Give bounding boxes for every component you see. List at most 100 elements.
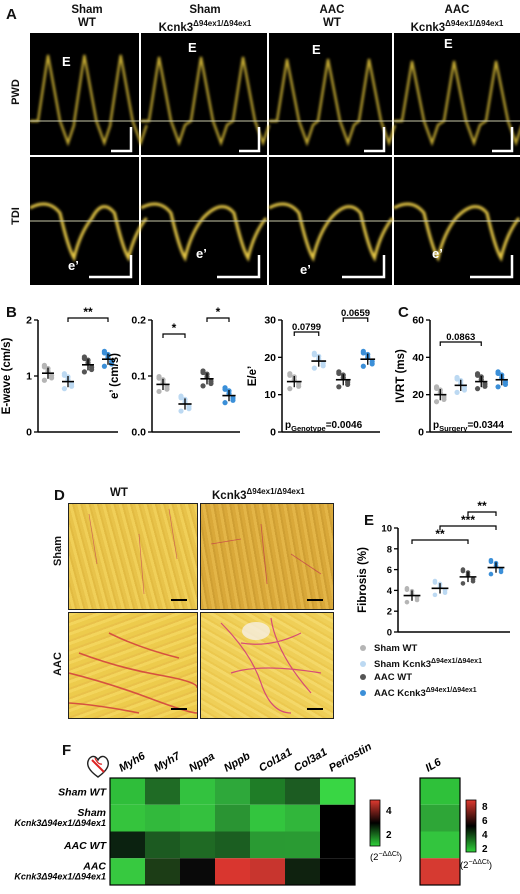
panel-e-letter: E (364, 512, 375, 529)
pwd-trace (394, 60, 520, 147)
scale-tick-label: 2 (482, 844, 488, 855)
heatmap-cell (145, 804, 180, 832)
panel-b-letter: B (6, 304, 17, 321)
panel-a-header-1: Sham WT (71, 4, 103, 29)
histology-aac-ko (200, 612, 334, 719)
y-tick-label: 0 (270, 427, 276, 439)
gene-label: Col3a1 (292, 746, 329, 774)
y-tick-label: 1 (26, 371, 32, 383)
y-axis-label: e’ (cm/s) (109, 353, 121, 399)
data-point (474, 386, 481, 392)
histology-sham-wt (68, 503, 198, 610)
significance-label: * (172, 321, 177, 335)
data-point (360, 363, 366, 369)
significance-bracket (162, 333, 186, 338)
significance-label: *** (461, 513, 475, 527)
tdi-e-marker-4: e’ (432, 246, 443, 261)
heatmap-cell (420, 858, 460, 885)
tdi-trace (268, 202, 394, 262)
data-point (101, 350, 107, 356)
histology-col-wt: WT (110, 487, 128, 499)
panel-a-header-4: AAC Kcnk3Δ94ex1/Δ94ex1 (410, 4, 504, 34)
data-point (178, 408, 184, 414)
legend-label: Sham WT (374, 643, 418, 654)
heatmap-cell (320, 778, 355, 805)
histology-aac-wt (68, 612, 198, 719)
heatmap-cell (420, 804, 460, 832)
data-point (414, 597, 420, 603)
y-tick-label: 40 (412, 352, 424, 364)
data-point (186, 406, 192, 412)
data-point (488, 571, 494, 577)
legend-item: Sham WT (360, 642, 482, 655)
legend-label: AAC WT (374, 672, 412, 684)
significance-bracket (342, 317, 369, 322)
y-tick-label: 30 (264, 315, 276, 327)
row-label-tdi: TDI (10, 207, 22, 225)
pwd-trace (141, 56, 271, 147)
data-point (442, 590, 448, 595)
data-point (81, 355, 87, 362)
data-point (41, 364, 48, 370)
gene-label: Col1a1 (257, 746, 294, 774)
data-point (498, 569, 504, 575)
significance-label: 0.0799 (292, 322, 321, 333)
scale-tick-label: 4 (386, 806, 392, 817)
heatmap-cell (180, 778, 215, 805)
gene-label: IL6 (424, 756, 445, 775)
heatmap-cell (110, 778, 145, 805)
legend-item: AAC WT (360, 671, 482, 684)
legend-dot (360, 690, 366, 697)
data-point (336, 384, 342, 390)
data-point (404, 599, 410, 605)
heatmap-cell (180, 804, 215, 832)
data-point (287, 386, 293, 392)
data-point (164, 386, 170, 392)
y-tick-label: 20 (264, 352, 276, 364)
histology-row-sham: Sham (52, 536, 64, 566)
y-tick-label: 10 (264, 389, 276, 401)
gene-label: Nppa (187, 750, 217, 774)
tdi-trace (30, 202, 148, 262)
color-scale-bar (369, 799, 381, 847)
heatmap-cell (320, 804, 355, 832)
data-point (208, 380, 214, 387)
chart-e-over-e-prime: 0 10 20 30 E/e’ 0.0799 0.0659 pGenotype=0.0046 (247, 308, 380, 439)
scale-bar (111, 127, 133, 153)
legend-sup: Δ94ex1/Δ94ex1 (431, 658, 482, 665)
data-point (296, 383, 302, 389)
gene-label: Myh6 (117, 750, 148, 775)
data-point (200, 369, 206, 376)
heatmap-cell (250, 858, 285, 885)
scale-tick-label: 4 (482, 830, 488, 841)
scale-bar (239, 127, 261, 153)
pwd-trace (30, 54, 148, 147)
echo-image-grid (30, 33, 520, 285)
significance-label: * (216, 305, 221, 319)
significance-bracket (293, 331, 320, 336)
legend-dot (360, 645, 366, 651)
heatmap-cell (215, 858, 250, 885)
data-point (495, 370, 501, 377)
data-point (178, 395, 184, 401)
scale-tick-label: 2 (386, 830, 392, 841)
chart-e-wave: 0 1 2 E-wave (cm/s) ** (1, 305, 118, 439)
row-label-pwd: PWD (10, 79, 22, 105)
pwd-e-marker-3: E (312, 42, 321, 57)
heatmap-cell (145, 831, 180, 859)
y-tick-label: 10 (381, 524, 392, 535)
significance-label: ** (435, 527, 445, 541)
heatmap-cell (420, 831, 460, 859)
heatmap-cell (215, 831, 250, 859)
data-point (311, 365, 317, 371)
y-axis-label: Fibrosis (%) (357, 547, 369, 613)
data-point (156, 375, 162, 381)
scale-bar (364, 127, 386, 153)
tdi-e-marker-1: e’ (68, 258, 79, 273)
panel-c-letter: C (398, 304, 409, 321)
gene-label: Myh7 (152, 750, 183, 775)
data-point (460, 568, 466, 574)
significance-label: ** (83, 305, 93, 319)
gene-label: Nppb (222, 750, 253, 775)
y-tick-label: 0 (387, 628, 392, 639)
